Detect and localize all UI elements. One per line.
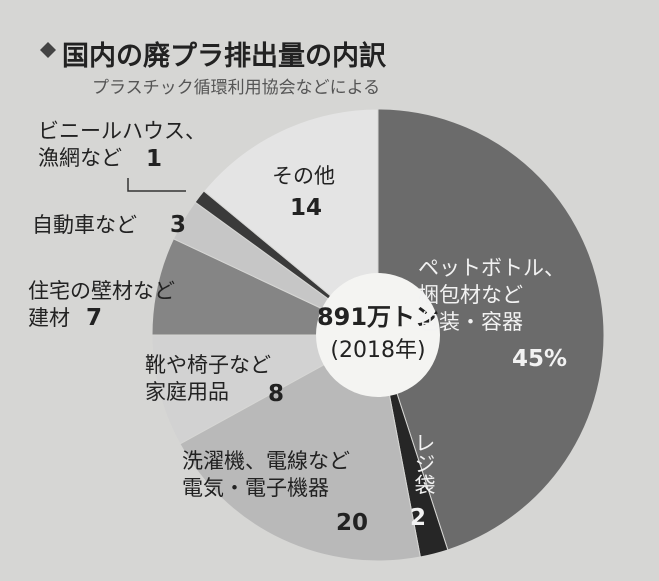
chart-title: 国内の廃プラ排出量の内訳 [62,34,386,73]
slice-label: その他 [272,163,335,190]
slice-label: ビニールハウス、 漁網など [38,118,206,172]
slice-label: 自動車など [32,212,137,239]
slice-label: レジ袋 [410,432,437,495]
value-label: 14 [290,195,322,221]
value-label: 1 [146,146,162,172]
leader-line [128,178,186,191]
chart-subtitle: プラスチック循環利用協会などによる [92,73,380,98]
value-label: 8 [268,381,284,407]
value-label: 2 [410,505,426,531]
chart: 891万トン(2018年) 国内の廃プラ排出量の内訳 プラスチック循環利用協会な… [0,0,659,581]
slice-label: 靴や椅子など 家庭用品 [145,352,271,406]
title-icon [40,42,56,58]
slice-label: 洗濯機、電線など 電気・電子機器 [182,448,350,502]
value-label: 45% [512,346,567,372]
slice-label: ペットボトル、 梱包材など 包装・容器 [418,255,565,336]
center-sublabel: (2018年) [330,338,425,363]
value-label: 20 [336,510,368,536]
value-label: 7 [86,305,102,331]
value-label: 3 [170,212,186,238]
